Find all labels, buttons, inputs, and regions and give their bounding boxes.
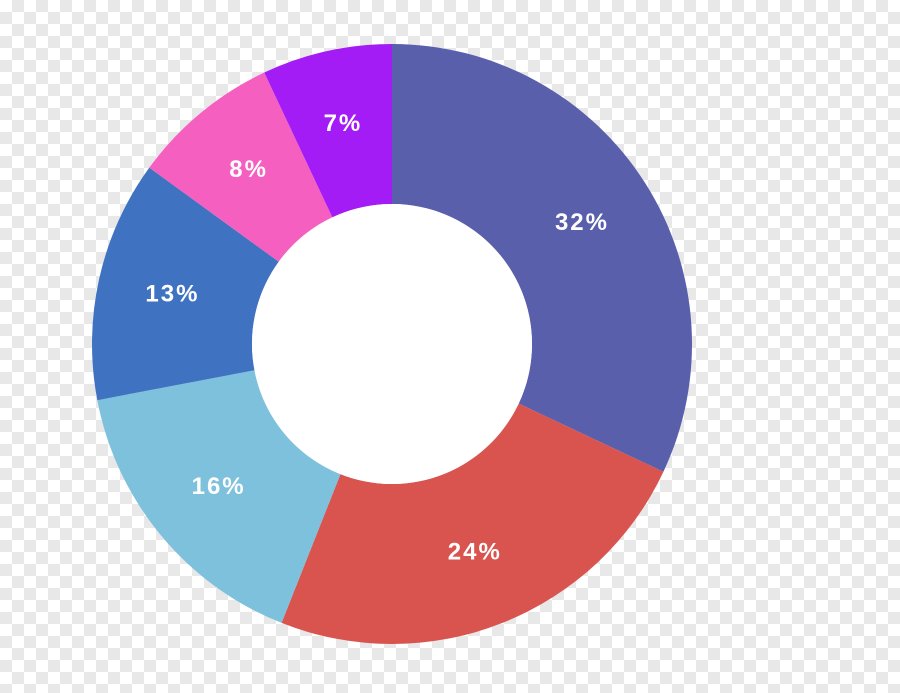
donut-slice-label: 13%	[145, 280, 199, 307]
donut-slice-label: 7%	[324, 110, 363, 137]
donut-slice-label: 8%	[229, 156, 268, 183]
donut-chart-svg: 32% 24% 16% 13% 8% 7%	[0, 0, 900, 688]
donut-slice-label: 24%	[448, 539, 502, 566]
donut-slice-label: 16%	[192, 473, 246, 500]
donut-hole	[252, 204, 532, 484]
donut-slice-label: 32%	[555, 209, 609, 236]
donut-chart: 32% 24% 16% 13% 8% 7%	[0, 0, 900, 693]
